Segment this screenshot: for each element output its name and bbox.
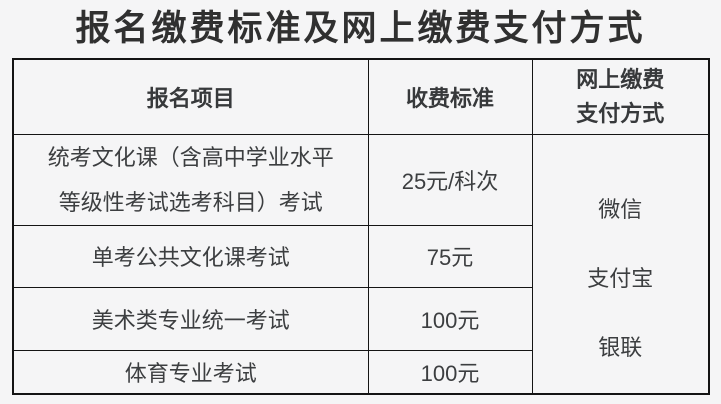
payment-method-unionpay: 银联 xyxy=(598,334,643,360)
cell-fee-separate: 75元 xyxy=(367,224,533,288)
header-cell-item: 报名项目 xyxy=(12,58,369,135)
table-row-unified-exam: 统考文化课（含高中学业水平 等级性考试选考科目）考试 25元/科次 微信 支付宝… xyxy=(12,133,710,395)
payment-method-list: 微信 支付宝 银联 xyxy=(533,169,709,359)
cell-payment-methods: 微信 支付宝 银联 xyxy=(531,133,710,395)
payment-method-wechat: 微信 xyxy=(598,196,643,222)
page-title: 报名缴费标准及网上缴费支付方式 xyxy=(75,9,646,48)
table-row-separate-exam: 单考公共文化课考试 75元 xyxy=(12,224,709,288)
header-cell-fee: 收费标准 xyxy=(367,58,533,135)
cell-exam-name-unified: 统考文化课（含高中学业水平 等级性考试选考科目）考试 xyxy=(12,133,369,226)
cell-fee-sports: 100元 xyxy=(367,349,533,395)
fee-table: 报名项目 收费标准 网上缴费 支付方式 统考文化课（含高中学业水平 等级性考试选… xyxy=(12,58,710,395)
cell-exam-name-art: 美术类专业统一考试 xyxy=(12,286,369,351)
cell-exam-name-separate: 单考公共文化课考试 xyxy=(12,224,369,288)
cell-exam-name-sports: 体育专业考试 xyxy=(12,349,369,395)
cell-fee-art: 100元 xyxy=(367,286,533,351)
cell-fee-unified: 25元/科次 xyxy=(367,133,533,226)
table-row-sports-exam: 体育专业考试 100元 xyxy=(12,349,709,395)
header-cell-payment: 网上缴费 支付方式 xyxy=(531,58,710,135)
payment-method-alipay: 支付宝 xyxy=(587,265,654,291)
table-header-row: 报名项目 收费标准 网上缴费 支付方式 xyxy=(12,58,710,135)
